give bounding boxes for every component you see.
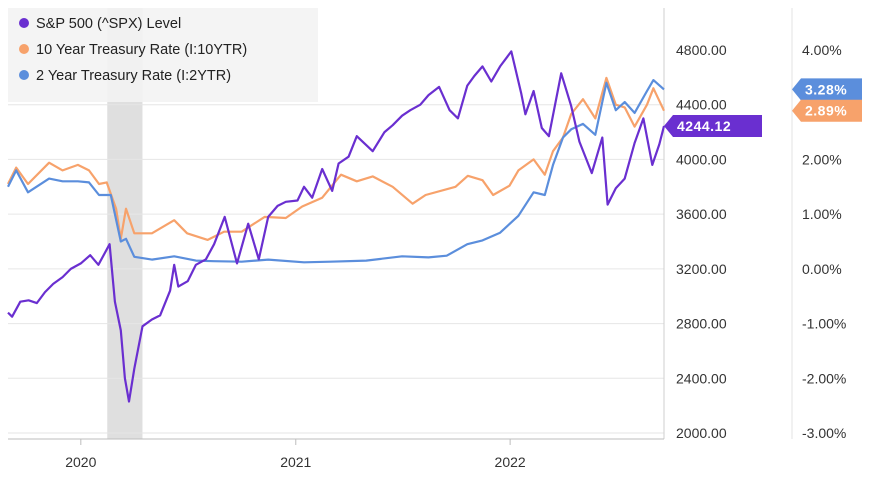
legend-box <box>8 8 318 102</box>
y-left-tick-label: 2000.00 <box>676 425 727 441</box>
y-left-tick-label: 4000.00 <box>676 151 727 167</box>
y-left-tick-label: 4800.00 <box>676 42 727 58</box>
y-right-tick-label: -2.00% <box>802 370 846 386</box>
badge-spx-label: 4244.12 <box>677 118 731 134</box>
legend-marker-10y <box>19 44 29 54</box>
y-left-axis: 4800.00 4400.00 4000.00 3600.00 3200.00 2800.… <box>676 42 727 441</box>
y-left-tick-label: 3200.00 <box>676 261 727 277</box>
badge-2y-label: 3.28% <box>805 81 847 97</box>
x-tick-label: 2022 <box>495 454 526 470</box>
y-right-tick-label: 2.00% <box>802 151 842 167</box>
badge-10y-shape <box>792 99 862 122</box>
legend: S&P 500 (^SPX) Level 10 Year Treasury Ra… <box>19 16 247 84</box>
last-value-badges: 4244.12 3.28% 2.89% <box>664 78 862 138</box>
x-axis: 2020 2021 2022 <box>65 439 526 470</box>
badge-2y-shape <box>792 78 862 101</box>
y-right-tick-label: 1.00% <box>802 206 842 222</box>
y-right-tick-label: 4.00% <box>802 42 842 58</box>
legend-label-10y: 10 Year Treasury Rate (I:10YTR) <box>36 42 247 58</box>
y-right-tick-label: 0.00% <box>802 261 842 277</box>
y-left-tick-label: 3600.00 <box>676 206 727 222</box>
series-line-2y <box>7 79 665 264</box>
series-line-spx <box>7 50 666 403</box>
grid-lines <box>8 104 664 434</box>
legend-marker-2y <box>19 70 29 80</box>
badge-10y-label: 2.89% <box>805 103 847 119</box>
legend-label-spx: S&P 500 (^SPX) Level <box>36 16 181 32</box>
y-right-tick-label: -3.00% <box>802 425 846 441</box>
legend-label-2y: 2 Year Treasury Rate (I:2YTR) <box>36 68 231 84</box>
legend-marker-spx <box>19 18 29 28</box>
badge-spx-shape <box>664 115 762 138</box>
x-tick-label: 2020 <box>65 454 96 470</box>
y-left-tick-label: 2400.00 <box>676 370 727 386</box>
y-left-tick-label: 4400.00 <box>676 97 727 113</box>
series-group <box>7 50 666 403</box>
series-line-10y <box>7 76 665 241</box>
y-right-tick-label: -1.00% <box>802 316 846 332</box>
y-left-tick-label: 2800.00 <box>676 316 727 332</box>
x-tick-label: 2021 <box>280 454 311 470</box>
